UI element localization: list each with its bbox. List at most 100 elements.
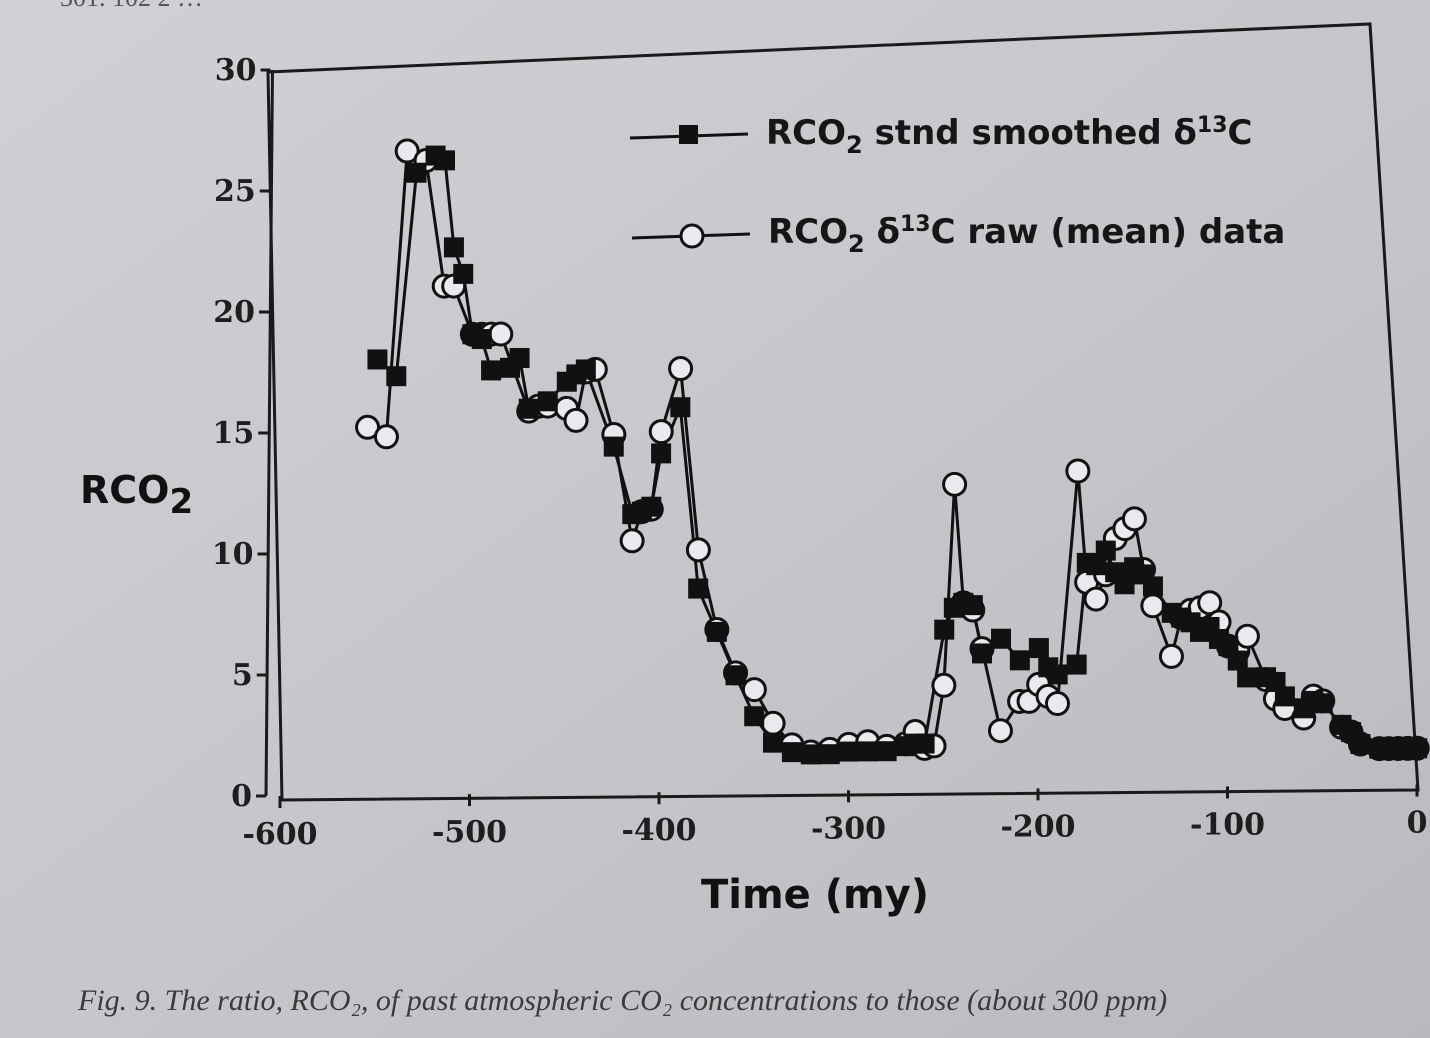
data-point-smoothed (1066, 654, 1087, 675)
data-point-smoothed (471, 329, 492, 350)
x-tick-label: 0 (1407, 806, 1428, 841)
data-point-smoothed (435, 150, 456, 171)
x-axis: -600 -500 -400 -300 -200 -100 0 (242, 784, 1428, 852)
data-point-smoothed (962, 595, 983, 616)
series-markers (355, 138, 1430, 765)
data-point-smoothed (688, 578, 709, 599)
y-tick-label: 0 (231, 779, 252, 814)
data-point-raw (987, 718, 1013, 744)
y-tick-label: 10 (212, 537, 254, 572)
x-tick-label: -500 (432, 815, 507, 850)
data-point-smoothed (1142, 576, 1163, 597)
data-point-raw (1121, 506, 1147, 532)
y-axis-title: RCO2 (80, 468, 193, 522)
data-point-raw (648, 419, 674, 445)
legend-label-smoothed-suffix: C (1228, 113, 1253, 153)
data-point-smoothed (971, 643, 992, 664)
y-tick-label: 15 (213, 416, 255, 451)
data-point-smoothed (991, 628, 1012, 649)
x-tick-label: -400 (621, 813, 696, 848)
data-point-raw (760, 710, 786, 736)
y-axis-title-subscript: 2 (169, 482, 193, 522)
x-tick-label: -200 (1000, 809, 1075, 844)
data-point-smoothed (651, 443, 672, 464)
data-point-raw (1083, 586, 1109, 612)
legend-label-raw-suffix: C raw (mean) data (931, 212, 1286, 252)
data-point-raw (1044, 691, 1070, 717)
data-point-smoothed (934, 619, 955, 640)
legend-label-smoothed-prefix: RCO (766, 113, 846, 153)
data-point-smoothed (1350, 734, 1371, 755)
data-point-smoothed (1312, 693, 1333, 714)
data-point-smoothed (1028, 638, 1049, 659)
legend-item-smoothed: RCO2 stnd smoothed δ13C (629, 113, 1252, 159)
data-point-smoothed (386, 366, 407, 387)
x-tick-label: -300 (811, 811, 886, 846)
data-point-raw (488, 321, 514, 347)
legend-label-raw-sub: 2 (848, 230, 865, 258)
data-point-smoothed (857, 741, 878, 762)
data-point-smoothed (763, 732, 783, 753)
data-point-smoothed (575, 359, 596, 380)
legend-label-smoothed-sub: 2 (846, 131, 863, 159)
data-point-raw (619, 528, 645, 554)
data-point-smoothed (641, 496, 662, 517)
legend-marker-open-circle (679, 223, 705, 249)
legend-label-raw: RCO2 δ13C raw (mean) data (768, 212, 1285, 258)
data-point-raw (668, 356, 694, 382)
y-tick-label: 30 (215, 53, 257, 88)
data-point-raw (942, 471, 968, 497)
data-point-smoothed (670, 397, 691, 418)
legend-item-raw: RCO2 δ13C raw (mean) data (631, 212, 1285, 258)
data-point-smoothed (453, 263, 474, 284)
legend-label-smoothed-sup: 13 (1197, 113, 1228, 138)
y-tick-label: 20 (213, 295, 255, 330)
data-point-smoothed (1407, 738, 1428, 759)
data-point-smoothed (1009, 650, 1030, 671)
data-point-smoothed (518, 398, 539, 419)
data-point-smoothed (706, 621, 727, 642)
data-point-smoothed (838, 741, 859, 762)
legend-label-raw-prefix: RCO (768, 212, 848, 252)
data-point-smoothed (443, 237, 464, 258)
legend-label-smoothed-text: stnd smoothed δ (863, 113, 1197, 153)
y-axis-line (264, 69, 274, 797)
data-point-smoothed (781, 742, 802, 763)
y-axis-title-main: RCO (80, 468, 169, 512)
y-tick-label: 5 (232, 658, 253, 693)
x-tick-label: -600 (242, 817, 317, 852)
data-point-smoothed (744, 706, 765, 727)
data-point-raw (685, 537, 711, 563)
data-point-raw (1140, 593, 1166, 619)
legend-label-smoothed: RCO2 stnd smoothed δ13C (766, 113, 1252, 159)
top-text-fragment: 301. 102 2 … (60, 0, 203, 12)
figure-caption: Fig. 9. The ratio, RCO₂, of past atmosph… (77, 984, 1167, 1017)
data-point-raw (1158, 643, 1184, 669)
x-axis-title: Time (my) (701, 872, 929, 918)
data-point-smoothed (509, 348, 530, 369)
data-point-smoothed (603, 436, 624, 457)
data-point-smoothed (1114, 574, 1135, 595)
data-point-raw (373, 424, 399, 450)
data-point-smoothed (367, 349, 388, 370)
data-point-smoothed (800, 744, 821, 765)
legend-marker-filled-square (679, 125, 698, 144)
legend-label-raw-sup: 13 (900, 212, 931, 237)
data-point-smoothed (1274, 686, 1295, 707)
data-point-raw (1065, 458, 1091, 484)
x-tick-label: -100 (1190, 808, 1265, 843)
data-point-smoothed (481, 360, 502, 381)
y-tick-label: 25 (214, 174, 256, 209)
data-point-smoothed (1237, 667, 1258, 688)
data-point-smoothed (537, 391, 558, 412)
legend: RCO2 stnd smoothed δ13C RCO2 δ13C raw (m… (629, 113, 1285, 258)
data-point-smoothed (914, 733, 935, 754)
data-point-smoothed (876, 741, 897, 762)
data-point-smoothed (1095, 540, 1116, 561)
data-point-raw (563, 407, 589, 433)
data-point-smoothed (406, 162, 427, 183)
data-point-smoothed (1047, 664, 1068, 685)
data-point-smoothed (725, 665, 746, 686)
